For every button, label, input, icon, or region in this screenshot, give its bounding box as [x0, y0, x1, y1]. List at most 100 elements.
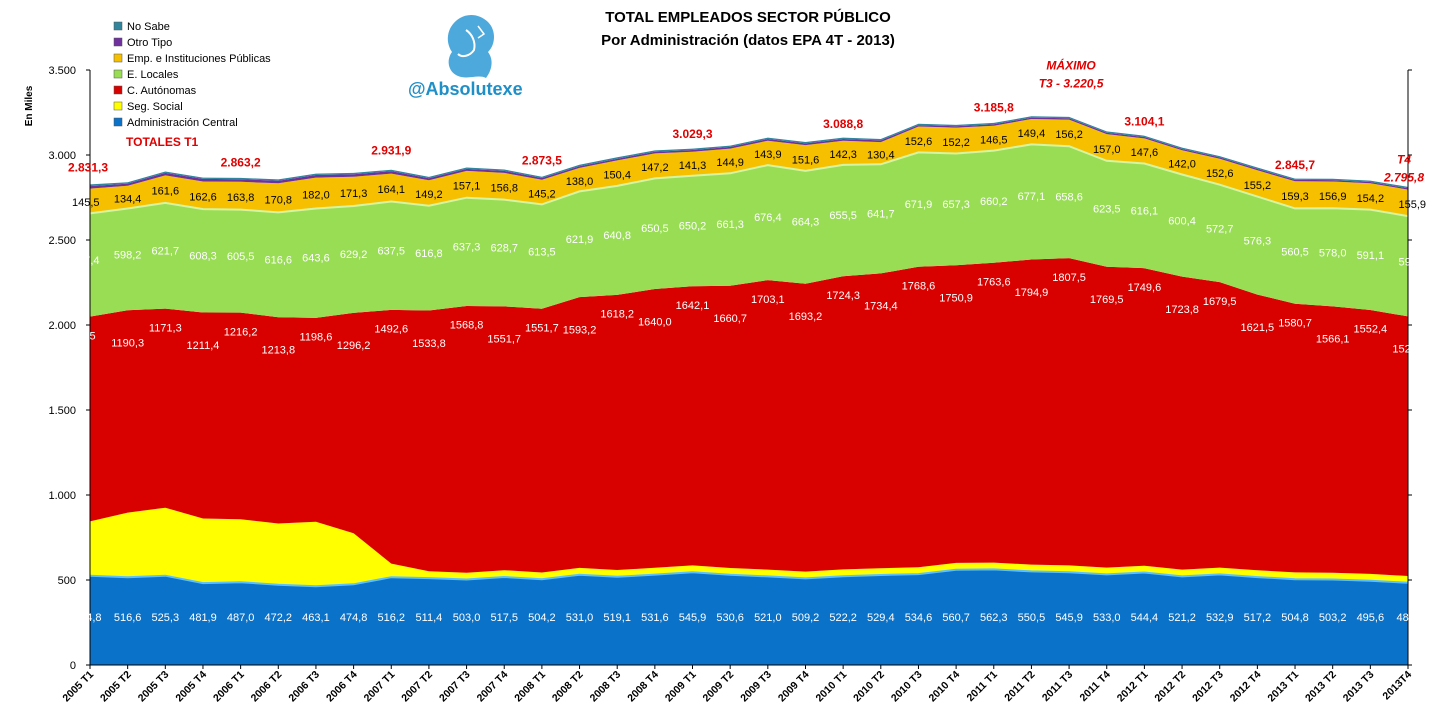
- value-label-c-autonomas: 1492,6: [374, 324, 408, 336]
- value-label-c-autonomas: 1703,1: [751, 294, 785, 306]
- total-label: 2.845,7: [1275, 158, 1315, 172]
- x-tick-label: 2012 T3: [1190, 669, 1226, 705]
- area-c-aut-nomas: [90, 258, 1408, 576]
- value-label-c-autonomas: 1551,7: [487, 334, 521, 346]
- legend-swatch: [113, 117, 123, 127]
- value-label-emp-e-instituciones-p-blicas: 155,2: [1244, 180, 1272, 192]
- value-label-c-autonomas: 1593,2: [563, 324, 597, 336]
- legend-swatch: [113, 101, 123, 111]
- value-label-c-autonomas: 1296,2: [337, 340, 371, 352]
- value-label-e-locales: 591,1: [1357, 250, 1385, 262]
- x-tick-label: 2007 T3: [437, 669, 473, 705]
- total-label: 3.029,3: [672, 127, 712, 141]
- value-label-emp-e-instituciones-p-blicas: 146,5: [980, 134, 1008, 146]
- x-tick-label: 2010 T2: [851, 669, 887, 705]
- value-label-c-autonomas: 1807,5: [1052, 272, 1086, 284]
- value-label-c-autonomas: 1198,6: [300, 332, 333, 344]
- value-label-administracion-central: 531,6: [641, 612, 669, 624]
- value-label-e-locales: 590,0: [1398, 256, 1426, 268]
- value-label-administracion-central: 562,3: [980, 612, 1008, 624]
- value-label-c-autonomas: 1171,3: [149, 322, 182, 334]
- value-label-administracion-central: 463,1: [302, 612, 330, 624]
- x-tick-label: 2013 T3: [1341, 669, 1377, 705]
- x-tick-label: 2013T4: [1380, 669, 1414, 703]
- value-label-c-autonomas: 1749,6: [1128, 282, 1162, 294]
- x-tick-label: 2007 T4: [475, 669, 511, 705]
- value-label-c-autonomas: 1763,6: [977, 276, 1011, 288]
- area-highlight-line: [89, 143, 1409, 218]
- y-tick-label: 1.000: [48, 490, 76, 502]
- value-label-e-locales: 640,8: [603, 230, 631, 242]
- y-tick-label: 2.500: [48, 235, 76, 247]
- total-label: 2.873,5: [522, 154, 562, 168]
- value-label-emp-e-instituciones-p-blicas: 156,2: [1055, 129, 1083, 141]
- value-label-c-autonomas: 1204,5: [62, 330, 96, 342]
- value-label-administracion-central: 503,2: [1319, 612, 1347, 624]
- value-label-c-autonomas: 1768,6: [902, 280, 936, 292]
- legend-label: Otro Tipo: [127, 37, 172, 49]
- x-tick-label: 2009 T2: [701, 669, 737, 705]
- value-label-c-autonomas: 1724,3: [826, 290, 860, 302]
- value-label-administracion-central: 550,5: [1018, 612, 1046, 624]
- value-label-emp-e-instituciones-p-blicas: 162,6: [189, 192, 217, 204]
- value-label-emp-e-instituciones-p-blicas: 156,8: [490, 183, 518, 195]
- value-label-e-locales: 608,3: [189, 251, 217, 263]
- max-annotation-value: T3 - 3.220,5: [1039, 77, 1104, 91]
- value-label-e-locales: 643,6: [302, 253, 330, 265]
- value-label-emp-e-instituciones-p-blicas: 161,6: [152, 186, 180, 198]
- value-label-c-autonomas: 1568,8: [450, 320, 484, 332]
- value-label-emp-e-instituciones-p-blicas: 149,2: [415, 189, 443, 201]
- legend-swatch: [113, 37, 123, 47]
- value-label-emp-e-instituciones-p-blicas: 164,1: [377, 184, 405, 196]
- value-label-administracion-central: 504,8: [1281, 612, 1309, 624]
- value-label-c-autonomas: 1533,8: [412, 338, 446, 350]
- value-label-administracion-central: 530,6: [716, 612, 744, 624]
- value-label-emp-e-instituciones-p-blicas: 152,2: [942, 137, 970, 149]
- x-tick-label: 2011 T1: [965, 669, 1000, 704]
- value-label-emp-e-instituciones-p-blicas: 151,6: [792, 154, 820, 166]
- value-label-e-locales: 650,5: [641, 223, 669, 235]
- value-label-e-locales: 616,8: [415, 248, 443, 260]
- total-label: 3.088,8: [823, 117, 863, 131]
- value-label-e-locales: 600,4: [1168, 215, 1196, 227]
- x-tick-label: 2005 T4: [173, 669, 209, 705]
- legend-swatch: [113, 21, 123, 31]
- x-tick-label: 2012 T1: [1115, 669, 1151, 705]
- total-label: 2.831,3: [68, 161, 108, 175]
- value-label-c-autonomas: 1211,4: [187, 340, 220, 352]
- value-label-c-autonomas: 1723,8: [1165, 304, 1199, 316]
- value-label-emp-e-instituciones-p-blicas: 138,0: [566, 176, 594, 188]
- legend-label: Emp. e Instituciones Públicas: [127, 53, 271, 65]
- value-label-emp-e-instituciones-p-blicas: 159,3: [1281, 191, 1309, 203]
- x-tick-label: 2008 T1: [512, 669, 548, 705]
- value-label-administracion-central: 481,9: [189, 612, 217, 624]
- value-label-emp-e-instituciones-p-blicas: 156,9: [1319, 191, 1347, 203]
- value-label-administracion-central: 533,0: [1093, 612, 1121, 624]
- value-label-emp-e-instituciones-p-blicas: 142,0: [1168, 159, 1196, 171]
- x-tick-label: 2012 T4: [1228, 669, 1264, 705]
- value-label-e-locales: 623,5: [1093, 203, 1121, 215]
- value-label-e-locales: 660,2: [980, 196, 1008, 208]
- value-label-emp-e-instituciones-p-blicas: 157,0: [1093, 144, 1121, 156]
- value-label-emp-e-instituciones-p-blicas: 147,2: [641, 162, 669, 174]
- legend-swatch: [113, 69, 123, 79]
- legend-totals-title: TOTALES T1: [126, 135, 199, 149]
- legend-swatch: [113, 53, 123, 63]
- value-label-c-autonomas: 1213,8: [261, 344, 295, 356]
- value-label-administracion-central: 534,6: [905, 612, 933, 624]
- legend-label: No Sabe: [127, 21, 170, 33]
- value-label-administracion-central: 544,4: [1131, 612, 1159, 624]
- value-label-c-autonomas: 1734,4: [864, 301, 898, 313]
- value-label-e-locales: 657,3: [942, 199, 970, 211]
- value-label-e-locales: 621,9: [566, 234, 594, 246]
- value-label-emp-e-instituciones-p-blicas: 144,9: [716, 157, 744, 169]
- value-label-emp-e-instituciones-p-blicas: 145,2: [528, 188, 556, 200]
- value-label-emp-e-instituciones-p-blicas: 149,4: [1018, 128, 1046, 140]
- value-label-e-locales: 616,6: [265, 255, 293, 267]
- x-tick-label: 2006 T1: [211, 669, 247, 705]
- y-tick-label: 2.000: [48, 320, 76, 332]
- value-label-emp-e-instituciones-p-blicas: 145,5: [72, 197, 100, 209]
- value-label-administracion-central: 521,0: [754, 612, 782, 624]
- value-label-emp-e-instituciones-p-blicas: 147,6: [1131, 147, 1159, 159]
